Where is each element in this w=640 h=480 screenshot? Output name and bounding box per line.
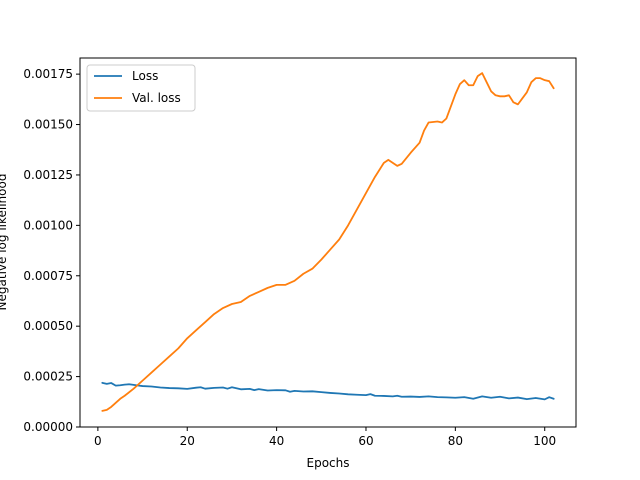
y-tick-label: 0.00150 (23, 118, 73, 132)
series-line-loss (101, 381, 555, 401)
x-tick-label: 0 (94, 434, 102, 448)
x-tick-label: 60 (358, 434, 373, 448)
legend-label-val-loss: Val. loss (132, 91, 181, 105)
x-tick-label: 40 (269, 434, 284, 448)
y-tick-label: 0.00125 (23, 168, 73, 182)
x-tick-label: 100 (533, 434, 556, 448)
y-axis-ticks: 0.00000 0.00025 0.00050 0.00075 0.00100 0.001… (23, 67, 80, 434)
series-line-val-loss (101, 72, 555, 412)
legend: Loss Val. loss (86, 64, 196, 112)
y-tick-label: 0.00175 (23, 67, 73, 81)
legend-label-loss: Loss (132, 69, 158, 83)
series-layer (101, 72, 555, 412)
y-tick-label: 0.00025 (23, 370, 73, 384)
axes-frame (79, 57, 577, 428)
x-axis-ticks: 0 20 40 60 80 100 (94, 427, 556, 448)
x-axis-label: Epochs (307, 456, 350, 470)
y-tick-label: 0.00000 (23, 420, 73, 434)
x-tick-label: 80 (448, 434, 463, 448)
y-tick-label: 0.00050 (23, 319, 73, 333)
y-axis-label: Negative log likelihood (0, 174, 9, 311)
plot-area (80, 58, 576, 427)
x-tick-label: 20 (180, 434, 195, 448)
y-tick-label: 0.00100 (23, 218, 73, 232)
y-tick-label: 0.00075 (23, 269, 73, 283)
